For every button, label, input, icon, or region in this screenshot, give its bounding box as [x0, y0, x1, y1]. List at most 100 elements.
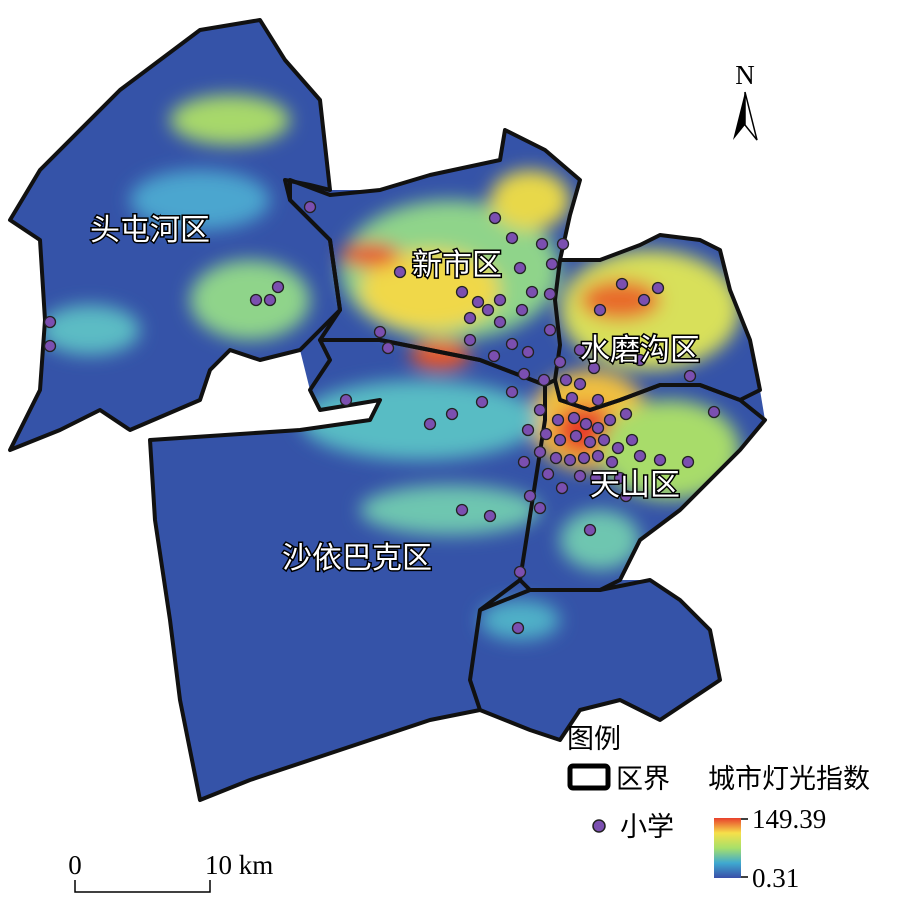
- school-point: [653, 453, 667, 467]
- school-point: [637, 293, 651, 307]
- legend-max: 149.39: [752, 804, 826, 834]
- legend-boundary-swatch: [567, 763, 611, 791]
- school-point: [605, 455, 619, 469]
- school-point: [393, 265, 407, 279]
- school-point: [549, 451, 563, 465]
- school-point: [539, 427, 553, 441]
- school-point: [493, 293, 507, 307]
- school-point: [577, 451, 591, 465]
- school-point: [488, 211, 502, 225]
- scale-bar: 0 10 km: [68, 850, 273, 893]
- school-point: [339, 393, 353, 407]
- school-point: [573, 469, 587, 483]
- school-point: [493, 315, 507, 329]
- school-point: [523, 489, 537, 503]
- school-point: [543, 287, 557, 301]
- school-point: [249, 293, 263, 307]
- school-point: [707, 405, 721, 419]
- school-point: [683, 369, 697, 383]
- legend: 图例 区界 城市灯光指数 小学 149.39 0.31: [567, 724, 870, 893]
- school-point: [551, 413, 565, 427]
- school-point: [533, 403, 547, 417]
- school-point: [593, 303, 607, 317]
- school-point: [463, 311, 477, 325]
- school-point: [455, 503, 469, 517]
- school-point: [481, 303, 495, 317]
- school-point: [463, 333, 477, 347]
- school-point: [533, 501, 547, 515]
- school-point: [43, 315, 57, 329]
- school-point: [579, 417, 593, 431]
- school-point: [619, 489, 633, 503]
- district-label: 水磨沟区: [580, 333, 700, 368]
- school-point: [455, 285, 469, 299]
- school-point: [521, 345, 535, 359]
- school-point: [505, 385, 519, 399]
- school-point: [513, 565, 527, 579]
- school-point: [423, 417, 437, 431]
- school-point: [573, 343, 587, 357]
- legend-min: 0.31: [752, 863, 799, 893]
- school-point: [553, 433, 567, 447]
- school-point: [559, 373, 573, 387]
- school-point: [583, 523, 597, 537]
- school-point: [591, 449, 605, 463]
- school-point: [603, 413, 617, 427]
- school-point: [381, 341, 395, 355]
- school-point: [591, 393, 605, 407]
- legend-school: 小学: [620, 812, 674, 843]
- school-point: [556, 237, 570, 251]
- district-label: 新市区: [412, 248, 502, 283]
- school-point: [511, 621, 525, 635]
- school-point: [587, 361, 601, 375]
- school-point: [583, 435, 597, 449]
- school-point: [563, 453, 577, 467]
- school-point: [505, 337, 519, 351]
- school-point: [545, 257, 559, 271]
- school-point: [303, 200, 317, 214]
- school-point: [513, 261, 527, 275]
- school-point: [553, 355, 567, 369]
- school-point: [541, 467, 555, 481]
- school-point: [543, 323, 557, 337]
- scale-start: 0: [68, 850, 82, 880]
- school-point: [445, 407, 459, 421]
- school-point: [43, 339, 57, 353]
- school-point: [517, 455, 531, 469]
- school-point: [589, 471, 603, 485]
- school-point: [555, 481, 569, 495]
- school-point: [537, 373, 551, 387]
- district-label: 头屯河区: [90, 213, 210, 248]
- legend-boundary: 区界: [616, 764, 670, 795]
- school-points: [43, 200, 721, 635]
- school-point: [611, 441, 625, 455]
- school-point: [505, 231, 519, 245]
- legend-light-title: 城市灯光指数: [708, 764, 870, 795]
- school-point: [569, 429, 583, 443]
- school-point: [483, 509, 497, 523]
- school-point: [535, 237, 549, 251]
- school-point: [475, 395, 489, 409]
- school-point: [633, 449, 647, 463]
- school-point: [521, 423, 535, 437]
- school-point: [487, 349, 501, 363]
- district-boundaries: [8, 18, 767, 802]
- school-point: [573, 377, 587, 391]
- school-point: [633, 353, 647, 367]
- legend-color-ramp: [714, 818, 741, 878]
- school-point: [597, 433, 611, 447]
- school-point: [619, 407, 633, 421]
- school-point: [263, 293, 277, 307]
- school-point: [271, 280, 285, 294]
- school-point: [651, 281, 665, 295]
- school-point: [625, 433, 639, 447]
- legend-school-swatch: [592, 819, 606, 833]
- school-point: [533, 445, 547, 459]
- school-point: [591, 421, 605, 435]
- scale-end: 10 km: [205, 850, 273, 880]
- school-point: [567, 411, 581, 425]
- school-point: [373, 325, 387, 339]
- north-arrow: N: [733, 60, 758, 141]
- school-point: [525, 285, 539, 299]
